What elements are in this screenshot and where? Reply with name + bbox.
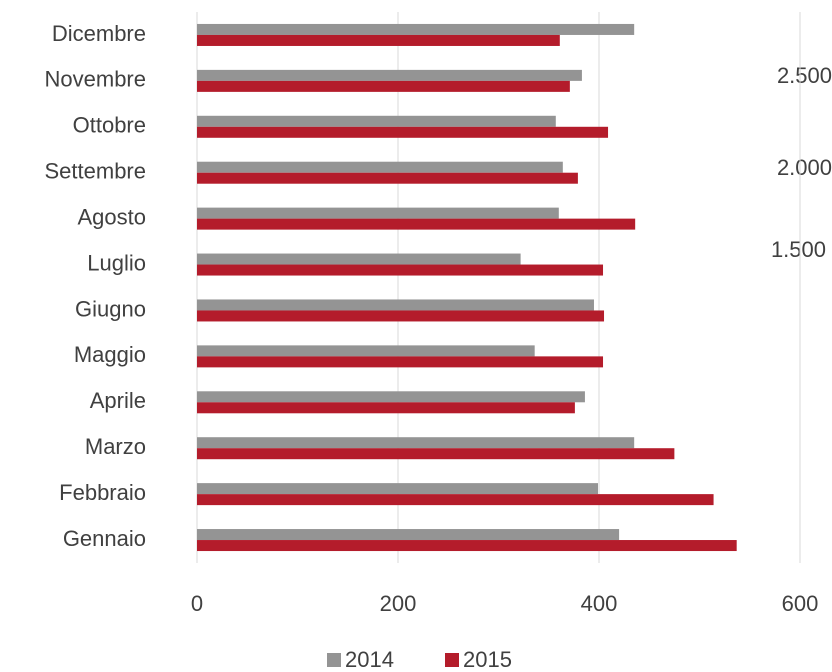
y-tick-label: Luglio xyxy=(87,250,146,275)
y-tick-label: Agosto xyxy=(78,204,147,229)
annotation: 1.500 xyxy=(771,237,826,262)
x-tick-label: 200 xyxy=(380,591,417,616)
legend-label: 2015 xyxy=(463,647,512,672)
legend-label: 2014 xyxy=(345,647,394,672)
y-tick-label: Maggio xyxy=(74,342,146,367)
bar xyxy=(197,172,578,184)
bar xyxy=(197,483,598,495)
y-tick-label: Settembre xyxy=(45,159,147,184)
bar xyxy=(197,161,563,173)
bar xyxy=(197,540,737,552)
y-tick-label: Aprile xyxy=(90,388,146,413)
x-tick-label: 0 xyxy=(191,591,203,616)
y-tick-label: Novembre xyxy=(45,67,146,92)
bar xyxy=(197,23,635,35)
bar xyxy=(197,402,575,414)
bar xyxy=(197,126,609,138)
bar xyxy=(197,391,585,403)
bar xyxy=(197,345,535,357)
bar xyxy=(197,80,570,92)
y-tick-label: Giugno xyxy=(75,296,146,321)
y-tick-label: Ottobre xyxy=(73,113,146,138)
bar xyxy=(197,494,714,506)
bar xyxy=(197,218,636,230)
legend-swatch xyxy=(327,653,341,667)
bar xyxy=(197,34,560,46)
bar xyxy=(197,299,594,311)
bar xyxy=(197,310,605,322)
bar xyxy=(197,264,604,276)
x-tick-label: 400 xyxy=(581,591,618,616)
bar xyxy=(197,529,620,541)
bar xyxy=(197,207,559,219)
bar xyxy=(197,437,635,449)
bar xyxy=(197,115,556,127)
bar xyxy=(197,253,521,265)
y-tick-label: Gennaio xyxy=(63,526,146,551)
bar xyxy=(197,356,604,368)
bar xyxy=(197,69,582,81)
annotation: 2.500 xyxy=(777,63,832,88)
y-tick-label: Dicembre xyxy=(52,21,146,46)
x-tick-label: 600 xyxy=(782,591,819,616)
legend-swatch xyxy=(445,653,459,667)
annotation: 2.000 xyxy=(777,155,832,180)
y-tick-label: Febbraio xyxy=(59,480,146,505)
bar xyxy=(197,448,675,460)
y-tick-label: Marzo xyxy=(85,434,146,459)
